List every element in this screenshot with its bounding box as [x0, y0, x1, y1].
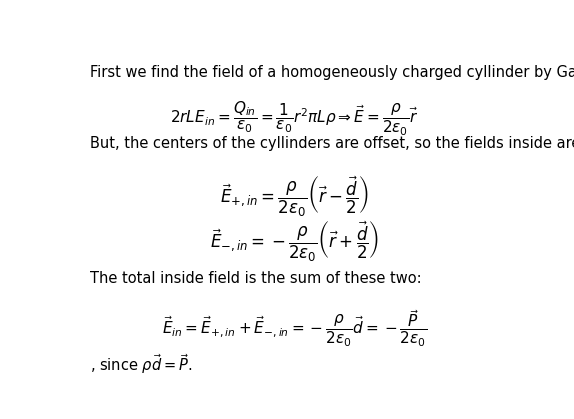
Text: $\vec{E}_{in} = \vec{E}_{+,in} + \vec{E}_{-,in} = -\dfrac{\rho}{2\epsilon_0}\vec: $\vec{E}_{in} = \vec{E}_{+,in} + \vec{E}…: [162, 308, 426, 349]
Text: But, the centers of the cyllinders are offset, so the fields inside are:: But, the centers of the cyllinders are o…: [90, 136, 574, 151]
Text: $\vec{E}_{+,in} = \dfrac{\rho}{2\epsilon_0}\left(\vec{r} - \dfrac{\vec{d}}{2}\ri: $\vec{E}_{+,in} = \dfrac{\rho}{2\epsilon…: [220, 174, 369, 219]
Text: First we find the field of a homogeneously charged cyllinder by Gauss' law:: First we find the field of a homogeneous…: [90, 65, 574, 80]
Text: $\vec{E}_{-,in} = -\dfrac{\rho}{2\epsilon_0}\left(\vec{r} + \dfrac{\vec{d}}{2}\r: $\vec{E}_{-,in} = -\dfrac{\rho}{2\epsilo…: [210, 220, 379, 264]
Text: , since $\rho\vec{d} = \vec{P}$.: , since $\rho\vec{d} = \vec{P}$.: [90, 352, 192, 376]
Text: The total inside field is the sum of these two:: The total inside field is the sum of the…: [90, 271, 421, 286]
Text: $2rLE_{in} = \dfrac{Q_{in}}{\epsilon_0} = \dfrac{1}{\epsilon_0}r^2\pi L\rho \Rig: $2rLE_{in} = \dfrac{Q_{in}}{\epsilon_0} …: [170, 100, 418, 138]
